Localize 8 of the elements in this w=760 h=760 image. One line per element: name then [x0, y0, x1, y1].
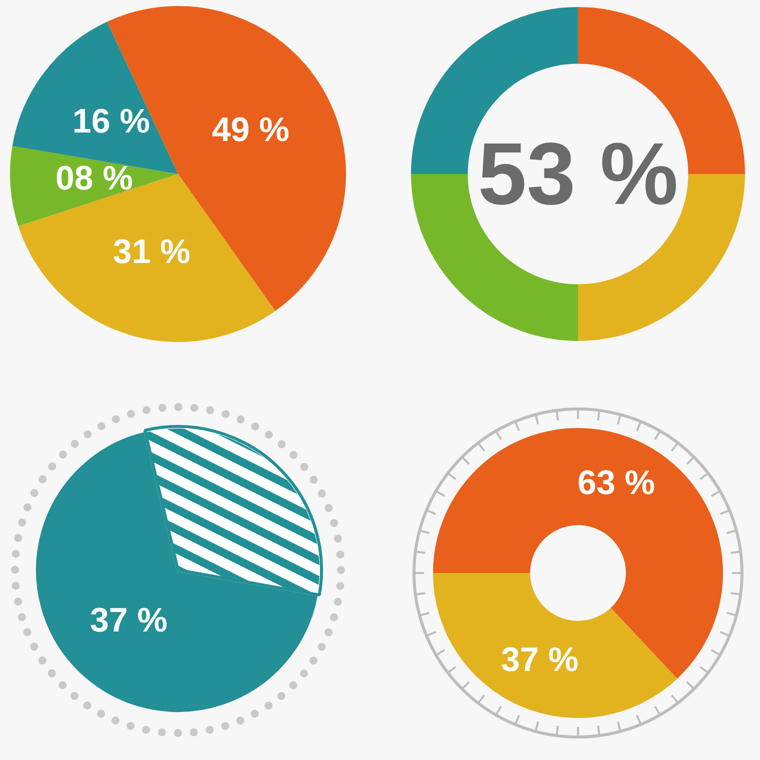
data-label: 37 % [500, 640, 578, 679]
text: 53 % [476, 123, 680, 225]
data-label: 37 % [90, 602, 168, 640]
data-label: 31 % [112, 233, 190, 272]
data-label: 63 % [578, 464, 656, 502]
data-label: 16 % [72, 102, 150, 140]
data-label: 08 % [55, 160, 133, 198]
data-label: 49 % [212, 111, 290, 150]
